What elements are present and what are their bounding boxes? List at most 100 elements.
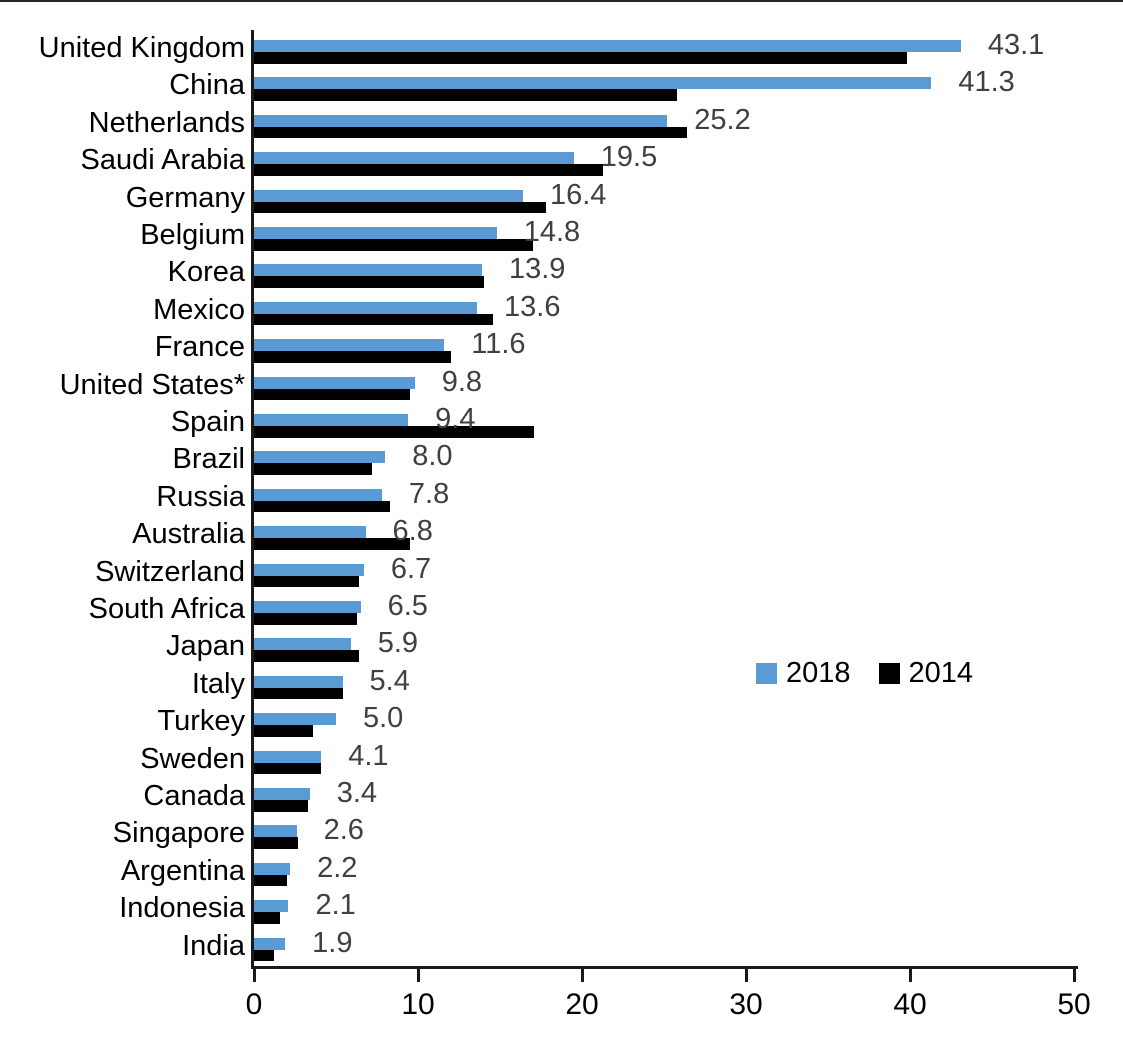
bar-2014 — [254, 201, 546, 214]
bar-2014 — [254, 538, 410, 550]
category-label: Canada — [143, 780, 245, 812]
bar-2014 — [254, 126, 687, 139]
category-label: Korea — [167, 256, 245, 289]
category-label: China — [169, 69, 245, 102]
y-axis-line — [251, 30, 254, 969]
legend-swatch-2018-icon — [756, 662, 777, 684]
bar-2018 — [254, 114, 668, 127]
value-label: 25.2 — [694, 103, 751, 136]
x-axis-tick — [744, 969, 748, 982]
x-axis-tick-label: 0 — [245, 988, 263, 1021]
bar-2018 — [254, 376, 415, 389]
bar-2014 — [254, 949, 274, 962]
bar-2014 — [254, 613, 358, 625]
value-label: 41.3 — [958, 66, 1015, 99]
value-label: 19.5 — [600, 141, 658, 174]
category-label: United States* — [59, 368, 245, 401]
category-label: Belgium — [140, 219, 245, 251]
bar-2014 — [254, 239, 533, 251]
value-label: 13.9 — [508, 253, 566, 286]
category-label: Japan — [165, 630, 245, 663]
x-axis-tick — [252, 969, 256, 982]
bar-2018 — [254, 638, 351, 651]
category-label: Singapore — [112, 817, 245, 850]
x-axis-tick-label: 20 — [565, 988, 599, 1021]
bar-2018 — [254, 227, 497, 239]
category-label: Sweden — [140, 742, 245, 775]
value-label: 5.0 — [363, 702, 404, 735]
bar-2018 — [254, 563, 364, 576]
value-label: 16.4 — [549, 178, 607, 211]
category-label: South Africa — [88, 593, 245, 625]
value-label: 7.8 — [408, 477, 450, 510]
bar-2014 — [254, 52, 907, 64]
x-axis-tick-label: 40 — [893, 988, 927, 1021]
bar-2018 — [254, 900, 289, 913]
bar-2018 — [254, 339, 445, 352]
category-label: Germany — [125, 181, 245, 214]
bar-2018 — [254, 825, 297, 838]
bar-2014 — [254, 874, 287, 887]
category-label: Saudi Arabia — [80, 144, 245, 177]
bar-2018 — [254, 862, 291, 875]
bar-2014 — [254, 89, 678, 101]
x-axis-tick — [908, 969, 912, 982]
bar-2018 — [254, 264, 482, 277]
x-axis-tick-label: 10 — [401, 988, 435, 1021]
bar-2014 — [254, 912, 281, 924]
bar-2014 — [254, 276, 484, 288]
bar-2014 — [254, 687, 343, 700]
category-label: Indonesia — [119, 892, 245, 925]
value-label: 6.8 — [392, 515, 433, 548]
value-label: 9.4 — [435, 403, 476, 435]
bar-2018 — [254, 189, 523, 202]
legend: 2018 2014 — [756, 657, 974, 689]
value-label: 2.1 — [315, 889, 356, 922]
x-axis-tick — [1072, 969, 1076, 982]
category-label: Switzerland — [95, 555, 245, 588]
category-label: Mexico — [153, 293, 245, 326]
category-label: India — [182, 929, 245, 962]
value-label: 43.1 — [987, 29, 1045, 61]
value-label: 13.6 — [504, 290, 561, 323]
x-axis-tick — [416, 969, 420, 982]
bar-2014 — [254, 463, 373, 475]
bar-2018 — [254, 937, 286, 950]
bar-2014 — [254, 725, 314, 737]
legend-item-2014: 2014 — [878, 657, 974, 689]
category-label: Turkey — [157, 705, 245, 738]
bar-2018 — [254, 488, 382, 501]
bar-2018 — [254, 414, 409, 426]
bar-2014 — [254, 575, 359, 588]
value-label: 2.2 — [317, 851, 358, 884]
bar-2014 — [254, 837, 299, 849]
value-label: 1.9 — [312, 926, 353, 959]
bar-2018 — [254, 750, 322, 763]
bar-2018 — [254, 152, 574, 165]
x-axis-tick-label: 50 — [1057, 988, 1091, 1021]
value-label: 2.6 — [323, 814, 364, 847]
bar-2014 — [254, 800, 309, 812]
value-label: 14.8 — [523, 216, 581, 248]
value-label: 3.4 — [336, 777, 378, 809]
x-axis-line — [251, 966, 1078, 969]
legend-swatch-2014-icon — [878, 662, 900, 684]
bar-2014 — [254, 426, 535, 438]
bar-2018 — [254, 526, 366, 539]
bar-2018 — [254, 675, 343, 688]
x-axis-tick-label: 30 — [729, 988, 763, 1021]
bar-2018 — [254, 788, 310, 800]
legend-label-2014: 2014 — [908, 657, 974, 689]
bar-2014 — [254, 388, 410, 401]
legend-item-2018: 2018 — [756, 659, 851, 688]
bar-2018 — [254, 451, 386, 464]
category-label: United Kingdom — [38, 32, 245, 64]
value-label: 4.1 — [348, 739, 389, 772]
bar-2014 — [254, 500, 391, 513]
value-label: 11.6 — [471, 328, 526, 361]
category-label: Argentina — [120, 854, 245, 887]
value-label: 6.5 — [387, 590, 428, 622]
bar-2018 — [254, 601, 361, 613]
bar-2018 — [254, 40, 961, 52]
